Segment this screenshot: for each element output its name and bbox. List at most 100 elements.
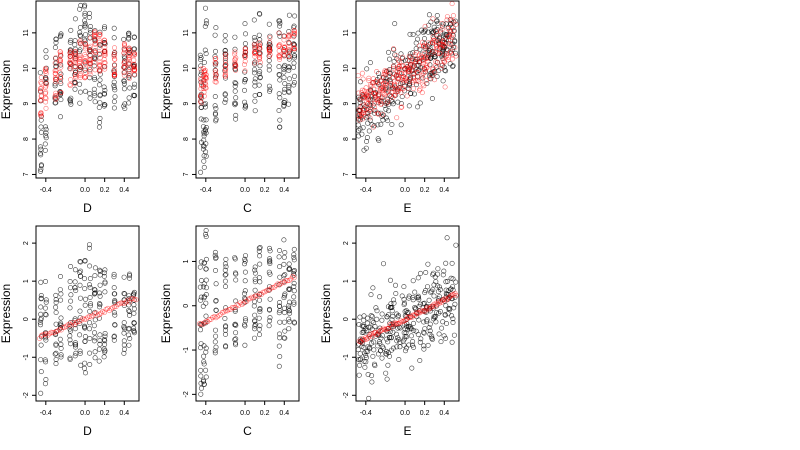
data-point: [77, 47, 83, 53]
data-point: [257, 253, 263, 259]
data-point: [82, 302, 88, 308]
data-point: [286, 34, 292, 40]
data-point: [429, 30, 435, 36]
data-point: [401, 284, 407, 290]
data-point: [233, 270, 239, 276]
data-point: [407, 326, 413, 332]
data-point: [203, 231, 209, 237]
data-point: [450, 33, 456, 39]
data-point: [400, 63, 406, 69]
data-point: [212, 32, 218, 38]
data-point: [281, 254, 287, 260]
data-point: [396, 336, 402, 342]
data-point: [96, 105, 102, 111]
y-tick-label: 7: [343, 172, 350, 176]
data-point: [121, 53, 127, 59]
data-point: [395, 312, 401, 318]
data-point: [360, 110, 366, 116]
data-point: [202, 23, 208, 29]
data-point: [257, 309, 263, 315]
data-point: [424, 62, 430, 68]
data-point: [122, 346, 128, 352]
data-point: [203, 18, 209, 24]
data-point: [419, 39, 425, 45]
data-point: [213, 267, 219, 273]
data-point: [222, 38, 228, 44]
data-point: [391, 300, 397, 306]
data-point: [281, 37, 287, 43]
data-point: [424, 77, 430, 83]
data-point: [131, 320, 137, 326]
data-point: [257, 279, 263, 285]
data-point: [98, 310, 104, 316]
data-point: [427, 328, 433, 334]
data-point: [395, 99, 401, 105]
data-point: [57, 89, 63, 95]
data-point: [401, 342, 407, 348]
data-point: [384, 314, 390, 320]
data-point: [82, 257, 88, 263]
data-point: [404, 327, 410, 333]
data-point: [38, 166, 44, 172]
data-point: [427, 55, 433, 61]
data-point: [291, 283, 297, 289]
data-point: [101, 354, 107, 360]
data-point: [112, 291, 118, 297]
data-point: [131, 302, 137, 308]
y-tick-label: 11: [343, 29, 350, 36]
data-point: [67, 97, 73, 103]
data-point: [433, 43, 439, 49]
data-point: [131, 92, 137, 98]
data-point: [434, 59, 440, 65]
data-point: [242, 322, 248, 328]
data-point: [286, 76, 292, 82]
data-point: [291, 299, 297, 305]
data-point: [257, 306, 263, 312]
data-point: [131, 84, 137, 90]
data-point: [291, 294, 297, 300]
data-point: [421, 83, 427, 89]
data-point: [440, 57, 446, 63]
data-point: [410, 74, 416, 80]
data-point: [405, 324, 411, 330]
data-point: [442, 44, 448, 50]
y-tick-label: -1: [343, 354, 350, 360]
data-point: [203, 374, 209, 380]
data-point: [404, 67, 410, 73]
data-point: [445, 306, 451, 312]
data-point: [232, 49, 238, 55]
data-point: [436, 294, 442, 300]
data-point: [213, 106, 219, 112]
data-point: [357, 79, 363, 85]
y-tick-label: 7: [23, 172, 30, 176]
data-point: [376, 91, 382, 97]
data-point: [198, 391, 204, 397]
data-point: [292, 30, 298, 36]
data-point: [237, 300, 243, 306]
data-point: [121, 274, 127, 280]
data-point: [383, 106, 389, 112]
data-point: [198, 327, 204, 333]
data-point: [356, 113, 362, 119]
data-point: [385, 89, 391, 95]
data-point: [357, 357, 363, 363]
data-point: [437, 27, 443, 33]
data-point: [97, 62, 103, 68]
data-point: [202, 128, 208, 134]
data-point: [77, 39, 83, 45]
data-point: [242, 21, 248, 27]
data-point: [417, 46, 423, 52]
data-point: [388, 335, 394, 341]
data-point: [242, 58, 248, 64]
y-tick-label: 10: [23, 64, 30, 72]
data-point: [369, 326, 375, 332]
series-black: [197, 228, 297, 397]
data-point: [38, 295, 44, 301]
data-point: [425, 261, 431, 267]
data-point: [399, 71, 405, 77]
data-point: [67, 39, 73, 45]
data-point: [198, 55, 204, 61]
data-point: [367, 117, 373, 123]
data-point: [67, 98, 73, 104]
data-point: [421, 346, 427, 352]
